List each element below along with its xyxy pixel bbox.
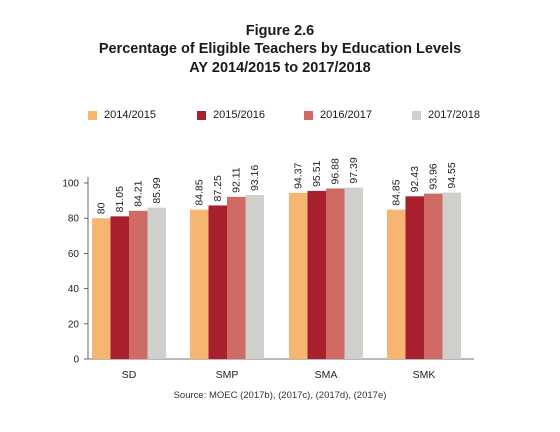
data-label: 81.05 <box>114 186 126 212</box>
legend-item-2017-2018: 2017/2018 <box>412 109 480 121</box>
data-label: 87.25 <box>212 175 224 201</box>
data-label: 94.55 <box>446 162 458 188</box>
data-label: 93.96 <box>428 163 440 189</box>
bar-sd-2017-2018 <box>147 207 166 359</box>
legend-swatch <box>88 110 97 120</box>
legend-item-2016-2017: 2016/2017 <box>304 109 372 121</box>
x-tick-label: SMP <box>216 369 239 381</box>
legend-label: 2016/2017 <box>320 109 372 121</box>
y-tick-label: 0 <box>73 355 79 366</box>
legend-label: 2014/2015 <box>104 109 156 121</box>
y-tick-label: 80 <box>68 214 80 225</box>
bar-smp-2015-2016 <box>208 205 227 359</box>
x-tick-label: SD <box>122 369 137 381</box>
bar-smp-2014-2015 <box>190 209 209 359</box>
chart-title: Percentage of Eligible Teachers by Educa… <box>98 41 462 57</box>
data-label: 96.88 <box>330 158 342 184</box>
chart-title-block: Figure 2.6 Percentage of Eligible Teache… <box>0 22 560 78</box>
data-label: 92.43 <box>409 166 421 192</box>
bar-sd-2014-2015 <box>92 218 111 359</box>
y-tick-label: 40 <box>68 284 80 295</box>
bar-smk-2017-2018 <box>442 192 461 359</box>
legend-label: 2017/2018 <box>428 109 480 121</box>
legend-item-2014-2015: 2014/2015 <box>88 109 156 121</box>
y-tick-label: 20 <box>68 319 80 330</box>
legend-item-2015-2016: 2015/2016 <box>197 109 265 121</box>
data-label: 95.51 <box>311 160 323 186</box>
legend-swatch <box>197 110 206 120</box>
bar-smk-2015-2016 <box>405 196 424 359</box>
y-tick-label: 100 <box>62 179 79 190</box>
bar-sma-2015-2016 <box>307 190 326 359</box>
data-label: 84.21 <box>133 180 145 206</box>
legend-swatch <box>412 110 421 120</box>
bar-sd-2015-2016 <box>110 216 129 359</box>
y-tick-label: 60 <box>68 249 80 260</box>
bar-smk-2016-2017 <box>424 193 443 359</box>
legend-swatch <box>304 110 313 120</box>
x-tick-label: SMA <box>315 369 338 381</box>
source-note: Source: MOEC (2017b), (2017c), (2017d), … <box>173 390 387 401</box>
data-label: 92.11 <box>231 167 243 193</box>
x-tick-label: SMK <box>413 369 436 381</box>
bar-sd-2016-2017 <box>129 210 148 359</box>
data-label: 84.85 <box>194 179 206 205</box>
data-label: 84.85 <box>391 179 403 205</box>
bar-smk-2014-2015 <box>387 209 406 359</box>
data-label: 97.39 <box>348 157 360 183</box>
bar-sma-2014-2015 <box>289 192 308 359</box>
bar-smp-2017-2018 <box>245 195 264 359</box>
chart-legend: 2014/2015 2015/2016 2016/2017 2017/2018 <box>0 109 560 125</box>
bar-smp-2016-2017 <box>227 196 246 359</box>
data-label: 85.99 <box>151 177 163 203</box>
bar-sma-2016-2017 <box>326 188 345 359</box>
data-label: 94.37 <box>293 162 305 188</box>
data-label: 93.16 <box>249 165 261 191</box>
chart-subtitle: AY 2014/2015 to 2017/2018 <box>189 60 371 76</box>
figure-label: Figure 2.6 <box>245 23 315 39</box>
legend-label: 2015/2016 <box>213 109 265 121</box>
data-label: 80 <box>96 202 108 214</box>
bar-sma-2017-2018 <box>344 187 363 359</box>
